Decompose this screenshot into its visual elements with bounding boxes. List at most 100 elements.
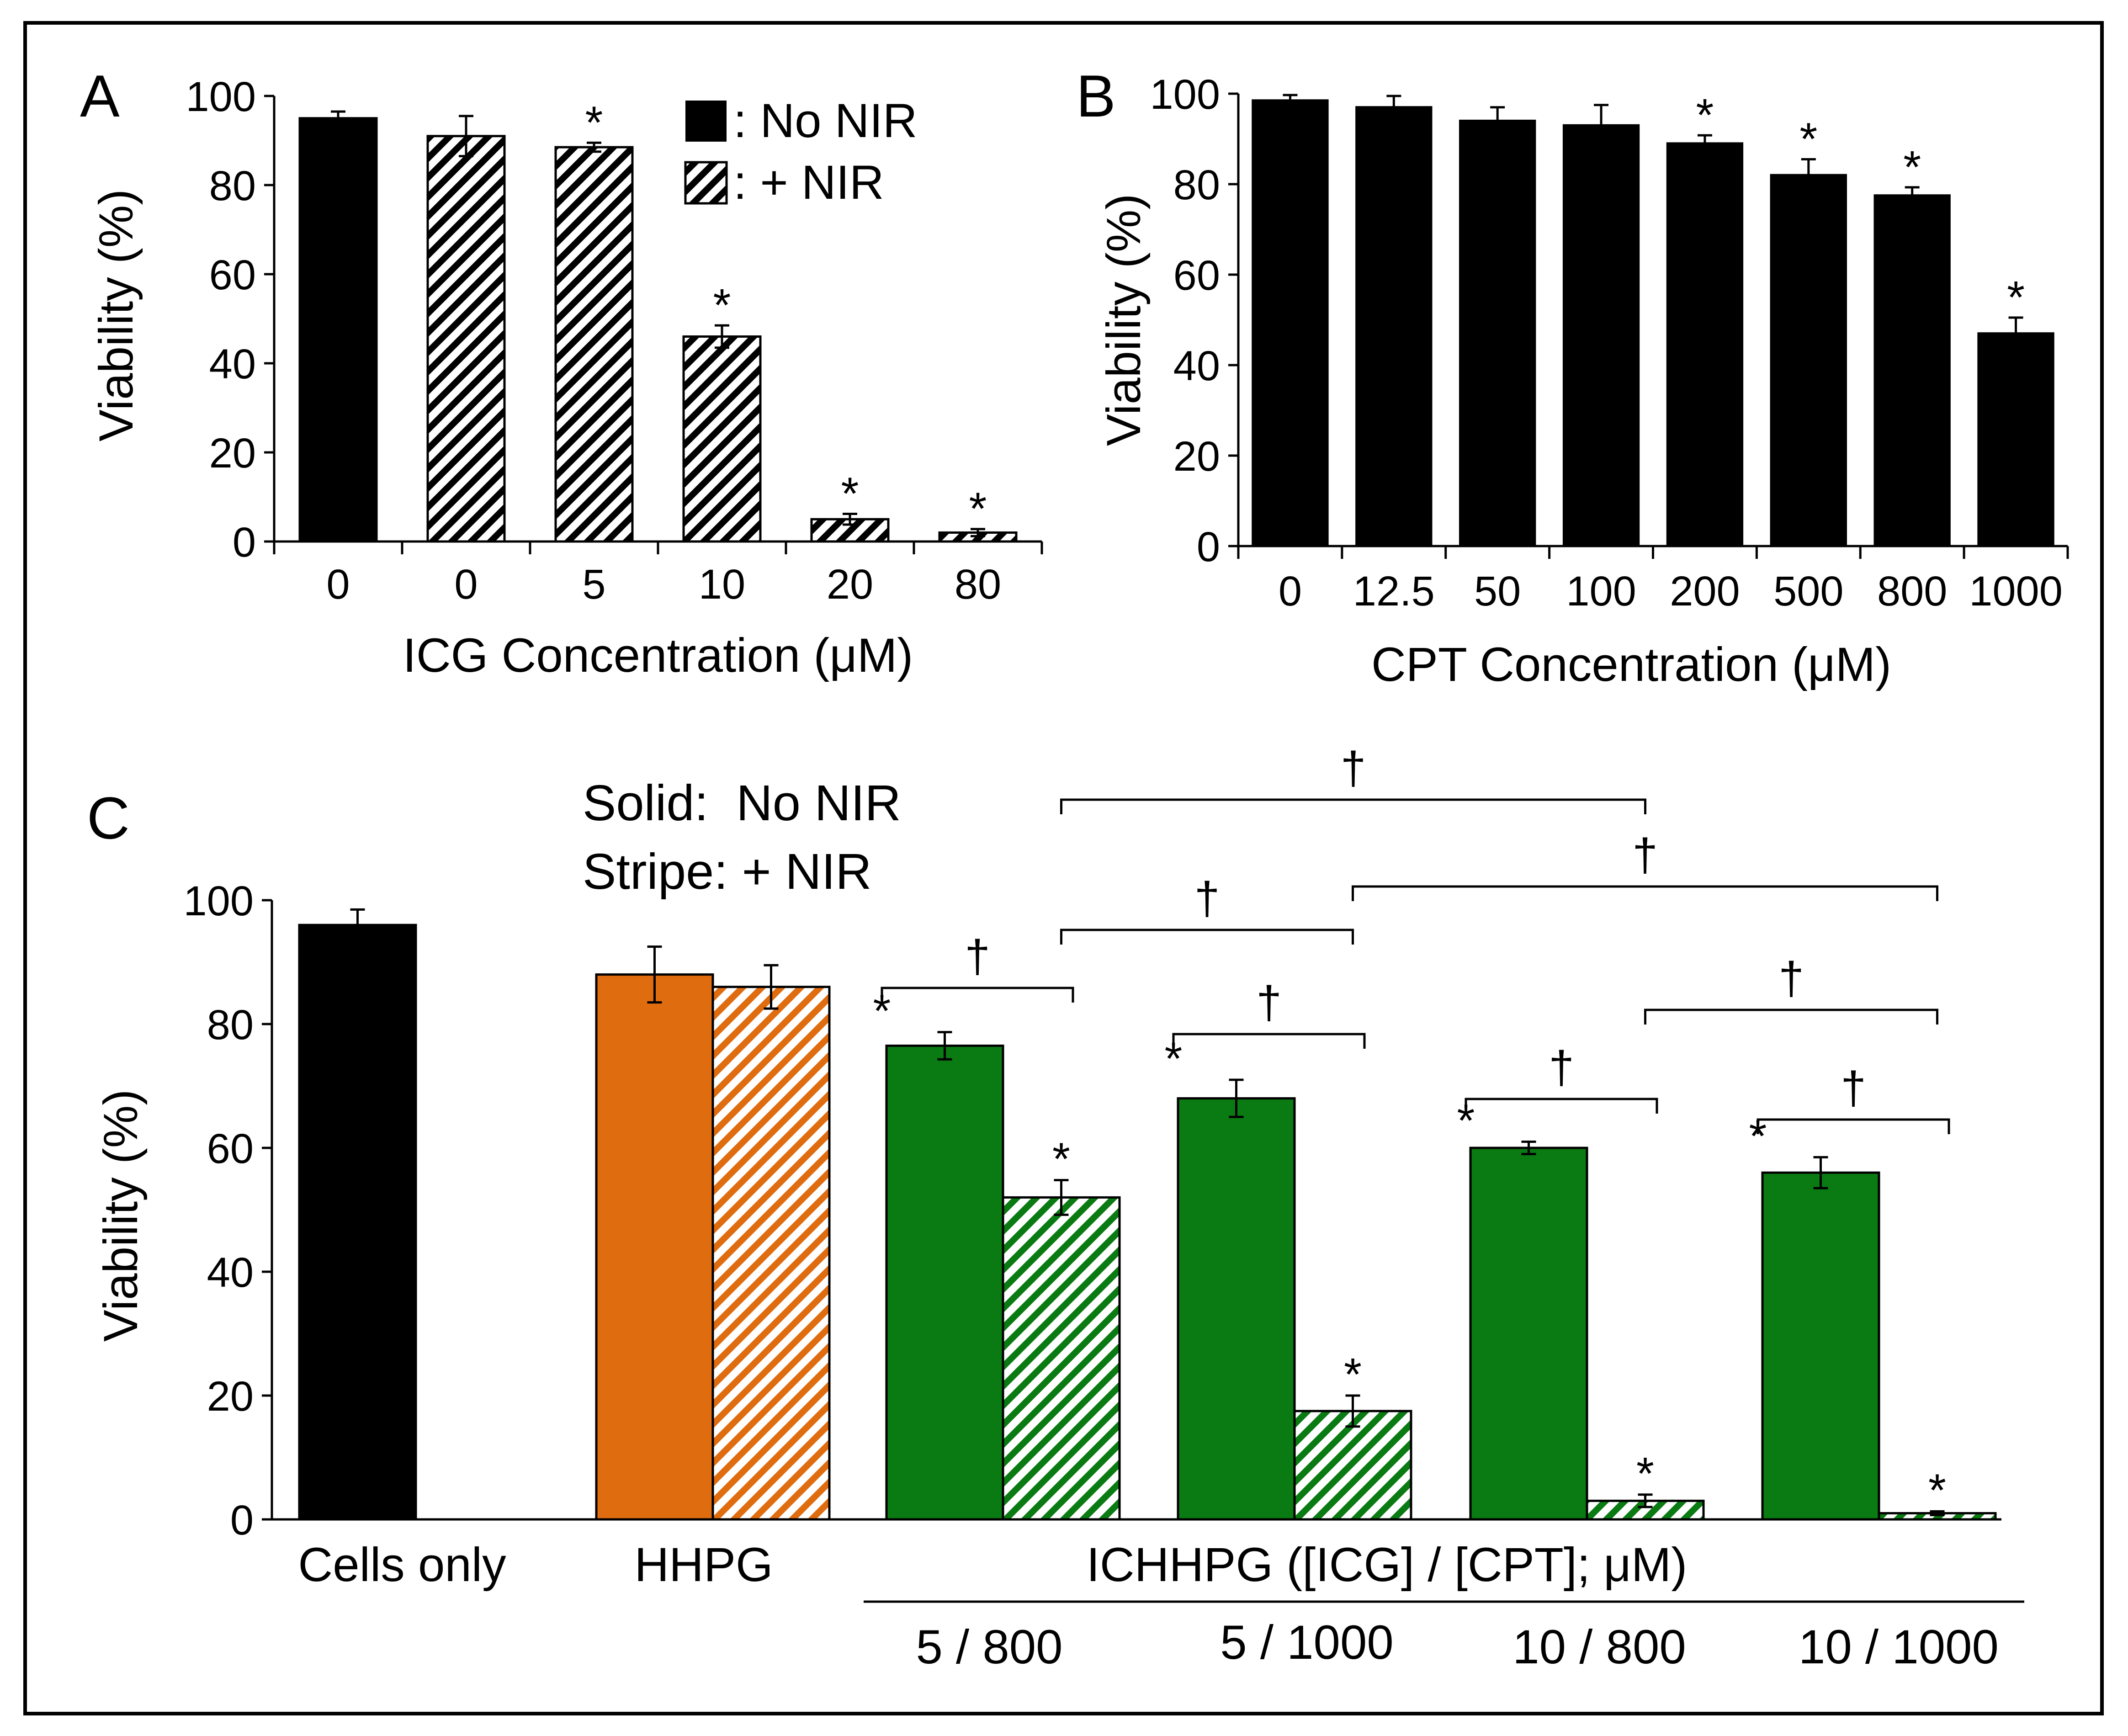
panel-c-dagger-mark: † xyxy=(1778,953,1804,1004)
panel-c-comparison-bracket xyxy=(1060,798,1646,814)
panel-c-significance-star: * xyxy=(1749,1110,1767,1162)
panel-a-bar xyxy=(298,117,378,543)
panel-a-bar xyxy=(554,146,634,543)
figure-border xyxy=(23,21,2104,1715)
panel-c-bar xyxy=(595,973,714,1521)
subgroup-label-5-1000: 5 / 1000 xyxy=(1220,1616,1394,1669)
panel-c-bar xyxy=(1761,1171,1880,1521)
panel-a-x-tick-label: 20 xyxy=(827,561,873,608)
panel-b-significance-star: * xyxy=(1799,114,1817,165)
panel-c-comparison-bracket xyxy=(1465,1098,1658,1114)
panel-c: C Solid: No NIR Stripe: + NIR Viability … xyxy=(87,743,2024,1674)
panel-a-x-tick-label: 80 xyxy=(955,561,1001,608)
panel-b-significance-star: * xyxy=(2007,272,2025,323)
panel-c-y-tick-label: 20 xyxy=(207,1373,254,1420)
panel-b-bar xyxy=(1977,332,2054,547)
panel-c-bar xyxy=(298,924,417,1521)
panel-a-significance-star: * xyxy=(713,280,731,331)
legend-stripe-label: : + NIR xyxy=(733,156,884,209)
panel-c-bar xyxy=(885,1044,1004,1521)
panel-a-xlabel: ICG Concentration (μM) xyxy=(403,629,913,682)
panel-a-x-tick-label: 5 xyxy=(582,561,605,608)
panel-c-comparison-bracket xyxy=(1644,1009,1938,1025)
panel-a-y-tick-label: 0 xyxy=(233,519,256,566)
panel-b-x-tick-label: 500 xyxy=(1773,568,1844,615)
panel-c-comparison-bracket xyxy=(881,987,1074,1003)
panel-c-dagger-mark: † xyxy=(1341,743,1366,794)
panel-b-bar xyxy=(1252,99,1329,547)
panel-b-x-tick-label: 800 xyxy=(1877,568,1948,615)
panel-b-bar xyxy=(1355,106,1433,547)
panel-b-xlabel: CPT Concentration (μM) xyxy=(1371,638,1891,691)
panel-a-x-tick-label: 0 xyxy=(326,561,350,608)
panel-c-dagger-mark: † xyxy=(1632,829,1658,881)
subgroup-label-10-1000: 10 / 1000 xyxy=(1799,1620,1999,1674)
panel-a-significance-star: * xyxy=(841,468,859,520)
panel-c-y-tick-label: 40 xyxy=(207,1249,254,1296)
panel-a-x-tick-label: 0 xyxy=(454,561,478,608)
panel-b-letter: B xyxy=(1076,63,1116,129)
panel-c-y-tick-label: 80 xyxy=(207,1002,254,1048)
panel-a-x-tick-label: 10 xyxy=(699,561,745,608)
panel-b-y-tick-label: 20 xyxy=(1173,433,1220,480)
subgroup-label-5-800: 5 / 800 xyxy=(916,1620,1062,1674)
panel-a-y-tick-label: 20 xyxy=(209,430,256,477)
panel-a-bar xyxy=(682,335,762,543)
panel-c-bar xyxy=(711,986,831,1521)
legend-stripe-swatch xyxy=(684,161,728,205)
panel-c-dagger-mark: † xyxy=(1549,1042,1574,1093)
panel-a-significance-star: * xyxy=(969,483,987,535)
panel-b-x-tick-label: 100 xyxy=(1566,568,1636,615)
panel-b-x-tick-label: 12.5 xyxy=(1353,568,1435,615)
panel-b-x-tick-label: 0 xyxy=(1279,568,1302,615)
panel-c-y-tick-label: 100 xyxy=(184,878,254,924)
panel-a-ylabel: Viability (%) xyxy=(90,189,143,441)
legend-solid-swatch xyxy=(685,101,727,142)
panel-b-x-tick-label: 1000 xyxy=(1969,568,2063,615)
panel-a-significance-star: * xyxy=(585,97,603,148)
panel-c-bar xyxy=(1002,1196,1121,1521)
panel-c-ylabel: Viability (%) xyxy=(94,1089,148,1342)
group-label-cells-only: Cells only xyxy=(298,1538,506,1592)
panel-c-dagger-mark: † xyxy=(1194,873,1220,924)
panel-c-comparison-bracket xyxy=(1757,1118,1950,1134)
panel-b-y-tick-label: 60 xyxy=(1173,252,1220,299)
panel-b-y-tick-label: 80 xyxy=(1173,162,1220,208)
panel-c-comparison-bracket xyxy=(1060,929,1354,945)
panel-a-y-tick-label: 40 xyxy=(209,341,256,388)
panel-c-dagger-mark: † xyxy=(1841,1062,1866,1114)
panel-c-legend-solid: Solid: No NIR xyxy=(583,775,901,831)
panel-b-x-tick-label: 200 xyxy=(1670,568,1740,615)
panel-b-significance-star: * xyxy=(1903,142,1921,193)
panel-c-bar xyxy=(1469,1147,1588,1521)
panel-c-dagger-mark: † xyxy=(965,931,990,982)
panel-b-significance-star: * xyxy=(1696,90,1714,141)
panel-c-significance-star: * xyxy=(1344,1349,1362,1400)
panel-b-y-tick-label: 0 xyxy=(1197,524,1220,570)
panel-c-dagger-mark: † xyxy=(1256,977,1282,1028)
panel-b-bar xyxy=(1666,142,1744,547)
panel-c-significance-star: * xyxy=(1636,1448,1654,1499)
group-label-ichhpg: ICHHPG ([ICG] / [CPT]; μM) xyxy=(1087,1538,1688,1592)
panel-b-y-tick-label: 100 xyxy=(1150,71,1221,118)
panel-a-letter: A xyxy=(80,63,120,129)
group-label-hhpg: HHPG xyxy=(634,1538,773,1592)
panel-b: B Viability (%) CPT Concentration (μM) 0… xyxy=(1076,63,2069,691)
panel-c-comparison-bracket xyxy=(1172,1033,1366,1049)
panel-b-bar xyxy=(1873,194,1951,547)
panel-b-bar xyxy=(1770,174,1847,547)
panel-c-letter: C xyxy=(87,785,130,851)
panel-b-ylabel: Viability (%) xyxy=(1097,194,1151,446)
panel-a: A Viability (%) ICG Concentration (μM) :… xyxy=(80,63,1043,682)
panel-b-bar xyxy=(1562,124,1640,547)
legend-solid-label: : No NIR xyxy=(733,94,918,148)
panel-c-comparison-bracket xyxy=(1352,885,1938,901)
panel-b-bar xyxy=(1459,119,1536,547)
panel-c-significance-star: * xyxy=(1928,1465,1946,1516)
panel-c-y-tick-label: 60 xyxy=(207,1125,254,1172)
panel-a-y-tick-label: 80 xyxy=(209,163,256,209)
panel-a-y-tick-label: 60 xyxy=(209,252,256,298)
subgroup-label-10-800: 10 / 800 xyxy=(1512,1620,1686,1674)
panel-c-significance-star: * xyxy=(1052,1133,1070,1184)
